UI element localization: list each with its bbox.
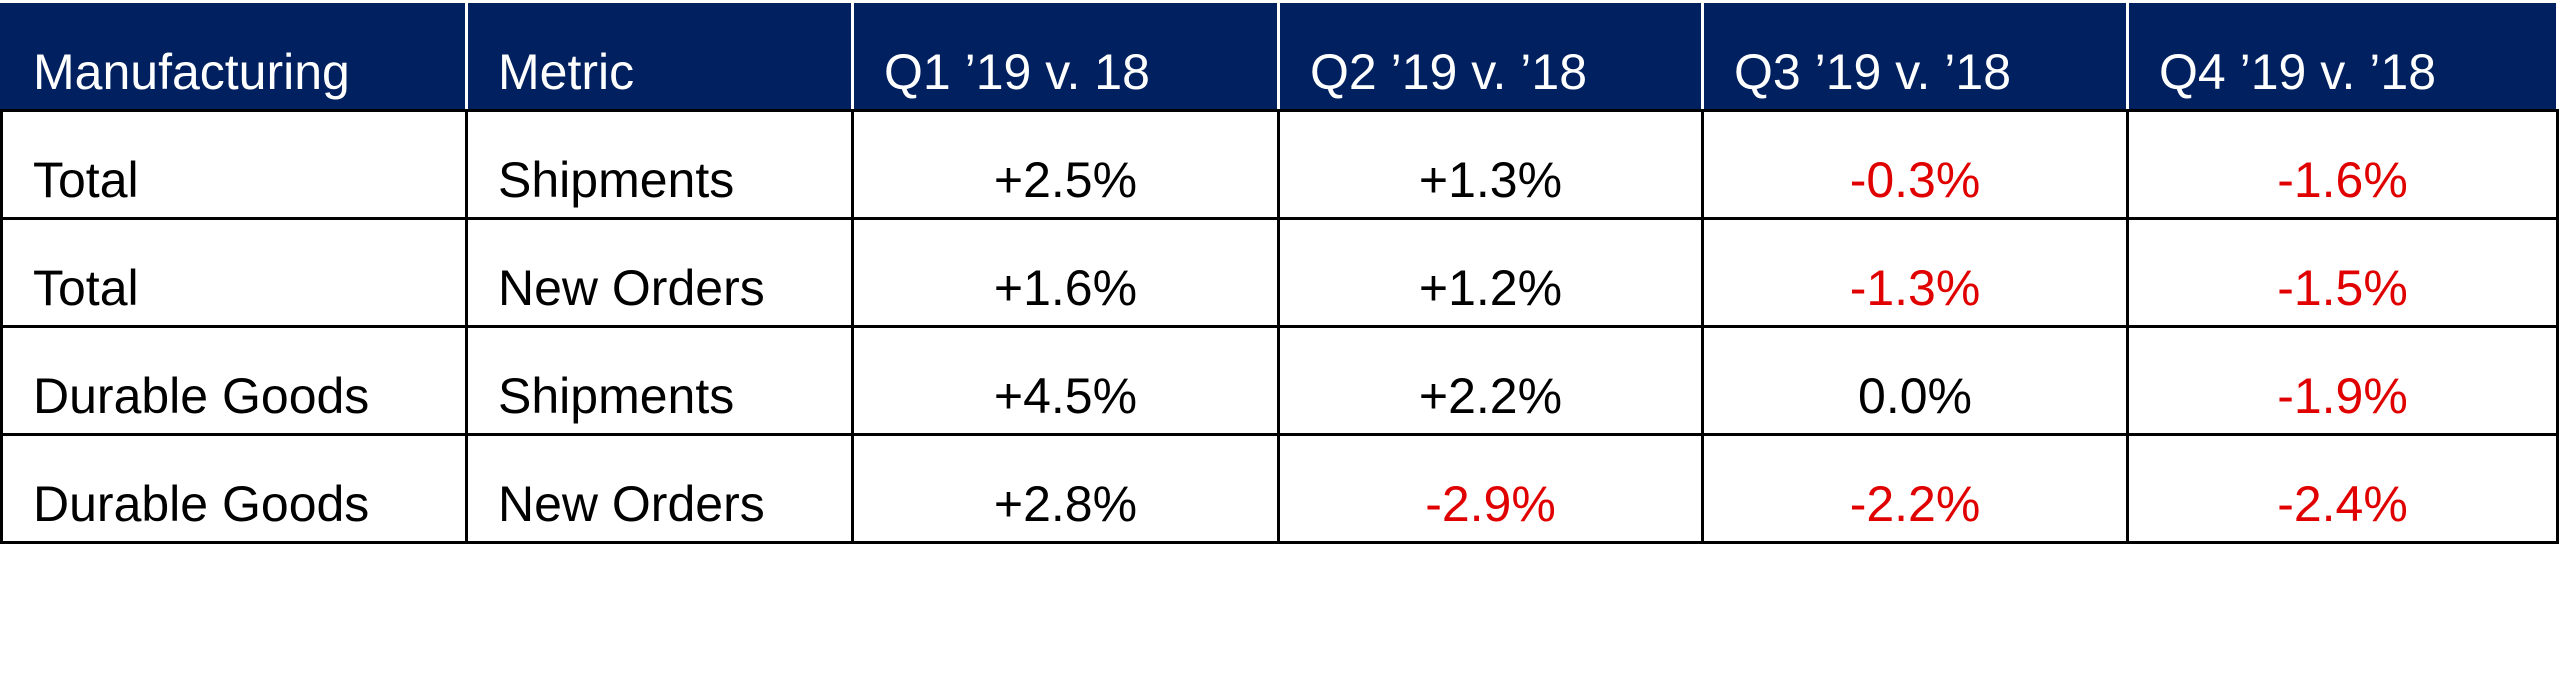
value-cell: 0.0% (1701, 325, 2129, 436)
label-cell: Total (0, 109, 468, 220)
value-cell: +4.5% (851, 325, 1280, 436)
header-cell: Q2 ’19 v. ’18 (1277, 0, 1704, 112)
value-cell: -1.6% (2126, 109, 2559, 220)
header-cell: Manufacturing (0, 0, 468, 112)
header-row: Manufacturing Metric Q1 ’19 v. 18 Q2 ’19 v.… (0, 0, 2559, 112)
label-cell: Durable Goods (0, 325, 468, 436)
header-cell: Q3 ’19 v. ’18 (1701, 0, 2129, 112)
label-cell: Total (0, 217, 468, 328)
label-cell: New Orders (465, 217, 854, 328)
value-cell: +1.2% (1277, 217, 1704, 328)
header-cell: Metric (465, 0, 854, 112)
table-row: Total New Orders +1.6% +1.2% -1.3% -1.5% (0, 217, 2559, 328)
label-cell: New Orders (465, 433, 854, 544)
header-cell: Q4 ’19 v. ’18 (2126, 0, 2559, 112)
value-cell: -2.4% (2126, 433, 2559, 544)
table-body: Total Shipments +2.5% +1.3% -0.3% -1.6% Total N… (0, 109, 2559, 544)
value-cell: +2.8% (851, 433, 1280, 544)
table-row: Durable Goods New Orders +2.8% -2.9% -2.2% -2… (0, 433, 2559, 544)
label-cell: Shipments (465, 325, 854, 436)
table-row: Durable Goods Shipments +4.5% +2.2% 0.0% -1.9… (0, 325, 2559, 436)
value-cell: +2.5% (851, 109, 1280, 220)
header-cell: Q1 ’19 v. 18 (851, 0, 1280, 112)
value-cell: -2.2% (1701, 433, 2129, 544)
value-cell: +1.6% (851, 217, 1280, 328)
table-header: Manufacturing Metric Q1 ’19 v. 18 Q2 ’19 v.… (0, 0, 2559, 112)
value-cell: -2.9% (1277, 433, 1704, 544)
table-row: Total Shipments +2.5% +1.3% -0.3% -1.6% (0, 109, 2559, 220)
data-table: Manufacturing Metric Q1 ’19 v. 18 Q2 ’19 v.… (0, 0, 2559, 544)
value-cell: -1.9% (2126, 325, 2559, 436)
value-cell: +2.2% (1277, 325, 1704, 436)
label-cell: Shipments (465, 109, 854, 220)
value-cell: +1.3% (1277, 109, 1704, 220)
label-cell: Durable Goods (0, 433, 468, 544)
value-cell: -0.3% (1701, 109, 2129, 220)
value-cell: -1.5% (2126, 217, 2559, 328)
value-cell: -1.3% (1701, 217, 2129, 328)
